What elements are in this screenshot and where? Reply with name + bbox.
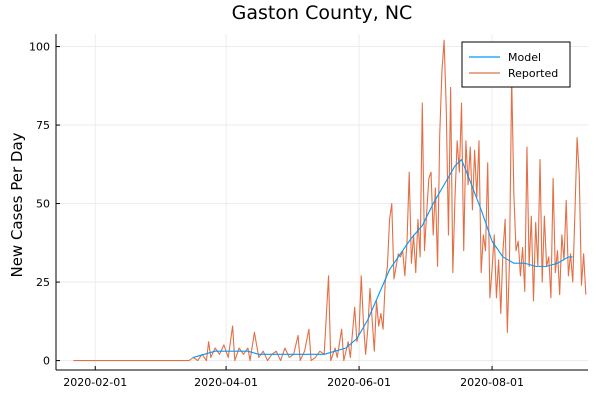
x-tick-label: 2020-04-01 [194,376,258,389]
series-line-reported [73,39,587,362]
series-line-model [193,159,573,358]
legend-box [461,41,571,88]
y-tick-label: 0 [43,355,50,368]
x-tick-label: 2020-02-01 [63,376,127,389]
axis-layer: 2020-02-01 2020-04-01 2020-06-01 2020-08-01… [29,34,588,389]
legend: Model Reported [461,41,571,88]
y-axis-label: New Cases Per Day [8,132,26,277]
y-tick-label: 50 [36,198,50,211]
x-tick-label: 2020-08-01 [460,376,524,389]
y-tick-label: 100 [29,41,50,54]
y-tick-label: 75 [36,119,50,132]
x-tick-label: 2020-06-01 [327,376,391,389]
chart-title: Gaston County, NC [232,2,413,24]
legend-label-reported: Reported [508,67,558,80]
y-tick-label: 25 [36,276,50,289]
series-layer [73,39,587,362]
legend-label-model: Model [508,51,541,64]
